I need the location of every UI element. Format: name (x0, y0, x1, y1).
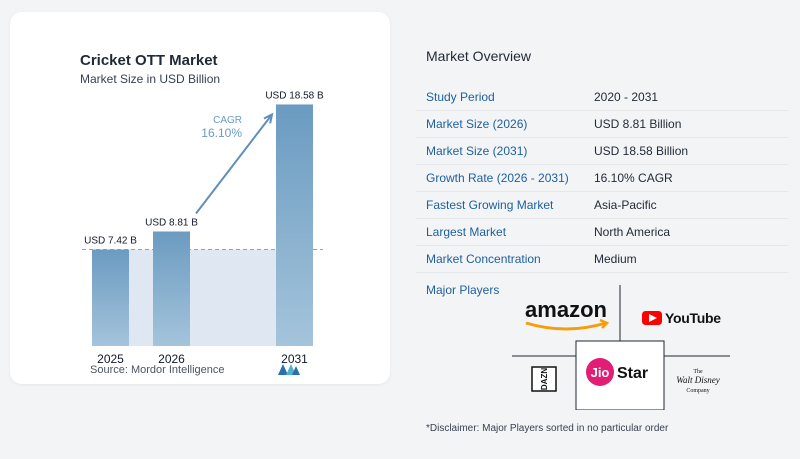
bar-value-label: USD 8.81 B (145, 217, 198, 228)
bar-2025 (92, 249, 129, 346)
chart-card: USD 7.42 B 2025 USD 8.81 B 2026 USD 18.58 B 2… (10, 12, 390, 384)
overview-row-label: Market Size (2031) (426, 144, 528, 158)
overview-row-label: Growth Rate (2026 - 2031) (426, 171, 569, 185)
overview-row: Market Concentration Medium (416, 246, 788, 273)
x-tick-label: 2031 (281, 352, 308, 366)
disney-logo-line2: Walt Disney (676, 375, 719, 385)
major-players-logos: amazon YouTube DAZN Jio Star The Walt Di… (512, 285, 730, 410)
dazn-logo-icon (531, 366, 557, 392)
overview-row-label: Study Period (426, 90, 495, 104)
overview-row-value: Medium (594, 252, 637, 266)
cagr-arrow (195, 113, 273, 215)
overview-row-label: Market Size (2026) (426, 117, 528, 131)
overview-title: Market Overview (426, 48, 532, 64)
overview-row-label: Largest Market (426, 225, 507, 239)
disney-logo-line1: The (693, 369, 703, 375)
overview-row-value: Asia-Pacific (594, 198, 657, 212)
overview-row-label: Market Concentration (426, 252, 541, 266)
mordor-logo-icon (278, 364, 300, 375)
source-text: Source: Mordor Intelligence (90, 364, 225, 376)
cagr-arrowhead (263, 112, 274, 124)
amazon-smile-icon (525, 321, 607, 331)
bar-value-label: USD 7.42 B (84, 236, 137, 247)
disclaimer-text: *Disclaimer: Major Players sorted in no … (426, 423, 669, 434)
star-logo-text: Star (617, 365, 648, 382)
overview-row: Largest Market North America (416, 219, 788, 246)
overview-row: Market Size (2031) USD 18.58 Billion (416, 138, 788, 165)
overview-row: Market Size (2026) USD 8.81 Billion (416, 111, 788, 138)
cagr-label: CAGR (213, 115, 242, 126)
overview-row-value: 2020 - 2031 (594, 90, 659, 104)
bar-2026 (153, 231, 190, 346)
jio-logo-icon (586, 358, 614, 386)
bar-2031 (276, 104, 313, 347)
bar-value-label: USD 18.58 B (265, 90, 324, 101)
reference-band (129, 249, 276, 346)
disney-logo-line3: Company (686, 388, 709, 394)
overview-row-value: 16.10% CAGR (594, 171, 673, 185)
overview-row-label: Fastest Growing Market (426, 198, 554, 212)
overview-row-value: North America (594, 225, 671, 239)
overview-row-value: USD 8.81 Billion (594, 117, 682, 131)
major-players-label: Major Players (426, 283, 500, 297)
chart-title: Cricket OTT Market (80, 52, 218, 69)
overview-row: Fastest Growing Market Asia-Pacific (416, 192, 788, 219)
x-tick-label: 2026 (158, 352, 185, 366)
jio-logo-text: Jio (591, 365, 610, 380)
x-tick-label: 2025 (97, 352, 124, 366)
market-overview-panel: Market Overview Study Period 2020 - 2031 M… (416, 0, 800, 459)
bar-chart: USD 7.42 B 2025 USD 8.81 B 2026 USD 18.58 B 2… (82, 90, 324, 366)
cagr-value: 16.10% (201, 126, 242, 140)
chart-subtitle: Market Size in USD Billion (80, 72, 221, 86)
overview-row: Growth Rate (2026 - 2031) 16.10% CAGR (416, 165, 788, 192)
youtube-logo-text: YouTube (665, 310, 721, 326)
overview-row: Study Period 2020 - 2031 (416, 84, 788, 111)
overview-row-value: USD 18.58 Billion (594, 144, 689, 158)
amazon-logo-text: amazon (525, 297, 607, 322)
dazn-logo-text: DAZN (540, 368, 549, 390)
overview-table: Study Period 2020 - 2031 Market Size (2026… (416, 84, 788, 273)
